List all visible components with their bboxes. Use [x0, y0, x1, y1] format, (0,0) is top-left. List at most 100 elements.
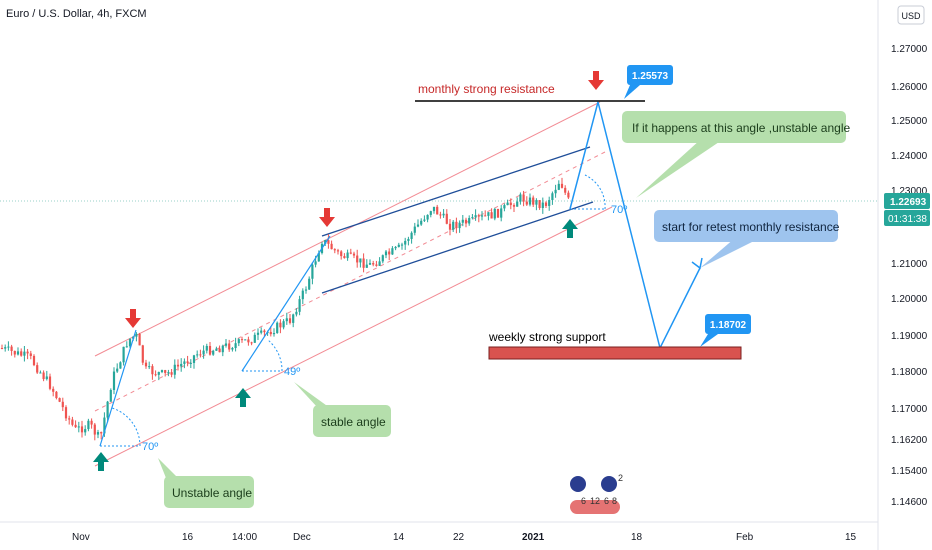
angle-arc-left	[111, 407, 141, 447]
candle-body	[519, 194, 522, 202]
time-tick: 2021	[522, 532, 545, 543]
candle-body	[532, 197, 535, 205]
candle-body	[455, 221, 458, 229]
candle-body	[365, 264, 368, 268]
candle-body	[244, 339, 247, 341]
stable-angle-label: stable angle	[321, 415, 386, 429]
candle-body	[362, 258, 365, 268]
unstable-angle-bottom-callout: Unstable angle	[158, 458, 254, 508]
candle-body	[343, 256, 346, 259]
channel-upper-line	[94, 101, 601, 357]
up-arrow-icon	[235, 388, 251, 407]
candle-body	[199, 354, 202, 356]
buy-arrows	[93, 219, 578, 471]
red-ascending-channel	[94, 101, 613, 467]
candle-body	[231, 348, 234, 350]
candle-body	[39, 372, 42, 374]
eu-flag-icon	[601, 476, 617, 492]
candle-body	[202, 350, 205, 355]
candle-body	[541, 202, 544, 208]
support-price-text: 1.18702	[710, 320, 747, 331]
candle-body	[551, 193, 554, 201]
candle-body	[13, 350, 16, 355]
candle-body	[484, 215, 487, 217]
candle-body	[420, 220, 423, 225]
candle-body	[304, 289, 308, 291]
candle-body	[416, 224, 420, 227]
eu-flag-icon	[570, 476, 586, 492]
candle-body	[548, 200, 551, 206]
candle-body	[263, 330, 266, 333]
candle-body	[32, 355, 36, 366]
candle-body	[253, 334, 256, 343]
candle-body	[464, 219, 468, 224]
candle-body	[448, 223, 452, 230]
candle-body	[538, 200, 541, 208]
svg-text:12: 12	[590, 496, 600, 506]
candle-body	[407, 238, 410, 241]
candle-body	[0, 348, 4, 349]
up-arrow-icon	[562, 219, 578, 238]
candle-body	[461, 219, 464, 223]
candle-body	[164, 370, 167, 373]
candle-body	[71, 419, 74, 425]
unstable-angle-note: If it happens at this angle ,unstable an…	[632, 121, 850, 135]
candle-body	[141, 345, 144, 363]
candle-body	[391, 248, 394, 255]
candle-body	[84, 429, 87, 433]
candle-body	[471, 217, 474, 219]
price-tick: 1.26000	[891, 82, 928, 93]
candle-body	[282, 321, 285, 328]
time-tick: Dec	[293, 532, 311, 543]
retest-note: start for retest monthly resistance	[662, 220, 840, 234]
candle-body	[250, 342, 253, 344]
candle-body	[298, 299, 301, 312]
candle-body	[340, 251, 343, 257]
time-tick: Nov	[72, 532, 90, 543]
time-tick: 22	[453, 532, 465, 543]
candle-body	[503, 205, 506, 209]
candle-body	[119, 362, 122, 369]
svg-text:6: 6	[604, 496, 609, 506]
candle-body	[349, 252, 352, 254]
candle-body	[26, 351, 29, 354]
candle-body	[567, 192, 570, 198]
candle-body	[106, 401, 109, 418]
candle-body	[151, 366, 154, 375]
time-tick: Feb	[736, 532, 754, 543]
candle-body	[20, 351, 23, 356]
economic-events[interactable]: 2 6 12 6 8	[570, 473, 623, 514]
candle-body	[404, 240, 407, 245]
symbol-title[interactable]: Euro / U.S. Dollar, 4h, FXCM	[6, 8, 147, 20]
candle-body	[215, 348, 218, 351]
candle-body	[544, 202, 548, 206]
currency-button[interactable]: USD	[897, 5, 925, 25]
candle-body	[93, 424, 96, 435]
svg-text:USD: USD	[901, 11, 921, 21]
candle-body	[346, 252, 349, 259]
us-flag-icon	[570, 500, 620, 514]
candle-body	[528, 197, 532, 205]
candle-body	[58, 398, 61, 402]
candle-body	[148, 366, 151, 368]
candle-body	[192, 355, 196, 363]
candle-body	[394, 246, 397, 249]
candle-body	[506, 202, 509, 206]
candle-body	[256, 332, 260, 335]
candle-body	[218, 348, 221, 353]
candle-body	[87, 420, 90, 430]
candle-body	[308, 278, 311, 290]
angle-arc-mid	[267, 339, 283, 372]
candle-body	[61, 401, 64, 408]
candle-body	[474, 215, 477, 218]
price-tick: 1.15400	[891, 466, 928, 477]
candle-body	[160, 370, 164, 373]
candle-body	[272, 333, 276, 335]
candle-body	[359, 258, 362, 263]
candle-body	[228, 343, 231, 350]
candle-body	[285, 318, 288, 322]
candle-body	[324, 240, 327, 244]
candle-body	[436, 206, 439, 215]
down-arrow-icon	[319, 208, 335, 227]
